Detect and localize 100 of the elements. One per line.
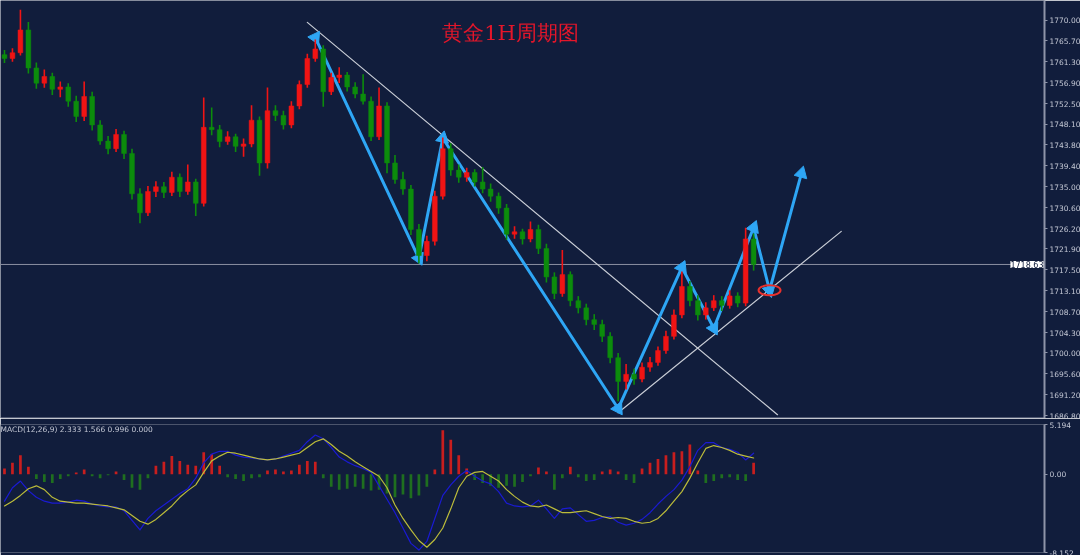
candlestick [599, 319, 605, 342]
candlestick [17, 9, 24, 56]
candlestick [185, 164, 191, 195]
candlestick [535, 224, 542, 254]
bar [35, 474, 38, 480]
bar [50, 474, 54, 483]
candlestick [360, 74, 366, 105]
bar [457, 455, 461, 475]
candlestick [328, 72, 334, 95]
bar [313, 461, 317, 475]
bar [3, 468, 6, 475]
point [705, 321, 719, 336]
candlestick [695, 295, 701, 321]
bar [696, 470, 700, 475]
bar [712, 474, 716, 482]
candlestick [551, 272, 558, 300]
candlestick [296, 80, 302, 110]
bar [545, 471, 548, 475]
bar [337, 474, 341, 490]
bar [513, 474, 516, 487]
candlestick [480, 166, 486, 194]
candlestick [623, 364, 629, 390]
candlestick [169, 171, 175, 197]
bar [242, 474, 245, 482]
candlestick [121, 130, 127, 159]
candlestick [344, 71, 350, 92]
bar [234, 474, 237, 480]
candlestick [663, 330, 669, 354]
candlestick [217, 125, 223, 148]
candlestick [448, 143, 454, 176]
text: 黄金1H周期图 [442, 20, 579, 45]
candlestick [312, 39, 318, 62]
candlestick [639, 362, 645, 383]
bar [82, 469, 86, 475]
candlestick [145, 185, 151, 216]
candlestick [527, 221, 534, 243]
candlestick [615, 353, 621, 402]
bar [42, 474, 46, 482]
point [307, 30, 321, 45]
bar [329, 474, 333, 487]
bar [305, 460, 309, 475]
candlestick [559, 250, 565, 297]
bar [568, 466, 572, 475]
candlestick [671, 309, 677, 340]
candlestick [424, 235, 430, 262]
bar [728, 474, 732, 478]
candlestick [392, 155, 398, 184]
bar [704, 474, 708, 483]
point [793, 165, 808, 180]
bar [752, 462, 755, 475]
bar [449, 439, 453, 475]
bar [576, 474, 580, 478]
candlestick [288, 101, 295, 129]
candlestick [248, 105, 255, 148]
bar [282, 471, 285, 475]
bar [258, 474, 261, 478]
candlestick [400, 171, 406, 195]
candlestick [209, 107, 215, 136]
candlestick [193, 178, 199, 216]
bar [19, 455, 22, 475]
bar [720, 474, 724, 479]
candlestick [65, 83, 71, 107]
bar [321, 474, 325, 479]
candlestick [607, 332, 613, 364]
bar [266, 470, 269, 475]
bar [226, 474, 229, 478]
candlestick [81, 81, 87, 121]
bar [433, 469, 437, 475]
candlestick [336, 67, 342, 83]
bar [553, 474, 556, 490]
bar [290, 470, 293, 475]
bar [58, 474, 62, 480]
bar [744, 474, 747, 482]
bar [194, 465, 198, 475]
bar [736, 474, 740, 481]
candlestick [113, 128, 119, 152]
bar [274, 469, 277, 475]
bar [250, 474, 253, 479]
bar [441, 430, 445, 475]
bar [178, 460, 182, 475]
bar [521, 474, 524, 482]
candlestick [57, 81, 63, 98]
bar [27, 466, 30, 475]
bar [298, 464, 301, 475]
bar [345, 474, 349, 489]
candlestick [73, 95, 79, 122]
point [610, 401, 623, 416]
bar [170, 456, 174, 475]
bar [11, 462, 14, 475]
bar [505, 474, 508, 486]
bar [600, 471, 604, 475]
bar [592, 474, 596, 481]
bar [560, 474, 564, 479]
candlestick [137, 188, 143, 224]
candlestick [49, 72, 55, 95]
point [745, 220, 759, 234]
bar [218, 465, 222, 475]
candlestick [177, 173, 183, 197]
candlestick [33, 62, 39, 89]
bar [584, 474, 588, 482]
